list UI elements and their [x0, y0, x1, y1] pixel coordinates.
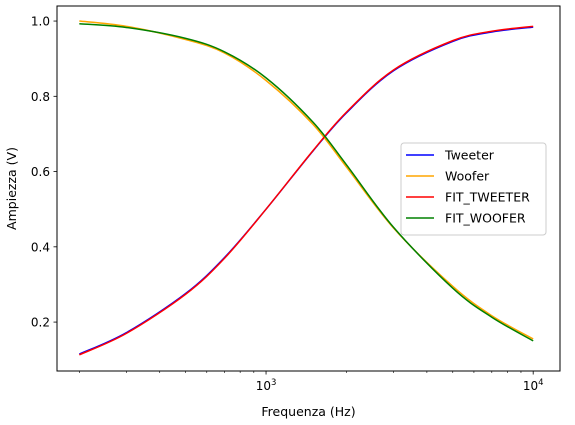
- x-axis: 103 104: [79, 371, 544, 393]
- series-line-woofer: [79, 20, 534, 340]
- legend-label-fit-woofer: FIT_WOOFER: [445, 211, 526, 226]
- series-line-fit-tweeter: [79, 25, 534, 356]
- y-tick-label: 1.0: [31, 15, 50, 29]
- legend-box: [400, 142, 547, 236]
- axes-frame: [56, 5, 561, 372]
- legend-label-fit-tweeter: FIT_TWEETER: [445, 190, 530, 205]
- y-tick-label: 0.6: [31, 165, 50, 179]
- y-tick-label: 0.2: [31, 316, 50, 330]
- y-axis: 0.2 0.4 0.6 0.8 1.0: [31, 15, 57, 330]
- x-tick-label: 104: [523, 378, 544, 393]
- legend: Tweeter Woofer FIT_TWEETER FIT_WOOFER: [400, 142, 547, 236]
- y-tick-label: 0.8: [31, 90, 50, 104]
- y-axis-label: Ampiezza (V): [4, 147, 19, 230]
- legend-label-tweeter: Tweeter: [444, 148, 495, 163]
- legend-label-woofer: Woofer: [445, 169, 490, 184]
- x-axis-label: Frequenza (Hz): [261, 404, 355, 419]
- y-tick-label: 0.4: [31, 240, 50, 254]
- series-line-fit-woofer: [79, 22, 534, 342]
- x-tick-label: 103: [256, 378, 277, 393]
- plot-area: [79, 20, 534, 356]
